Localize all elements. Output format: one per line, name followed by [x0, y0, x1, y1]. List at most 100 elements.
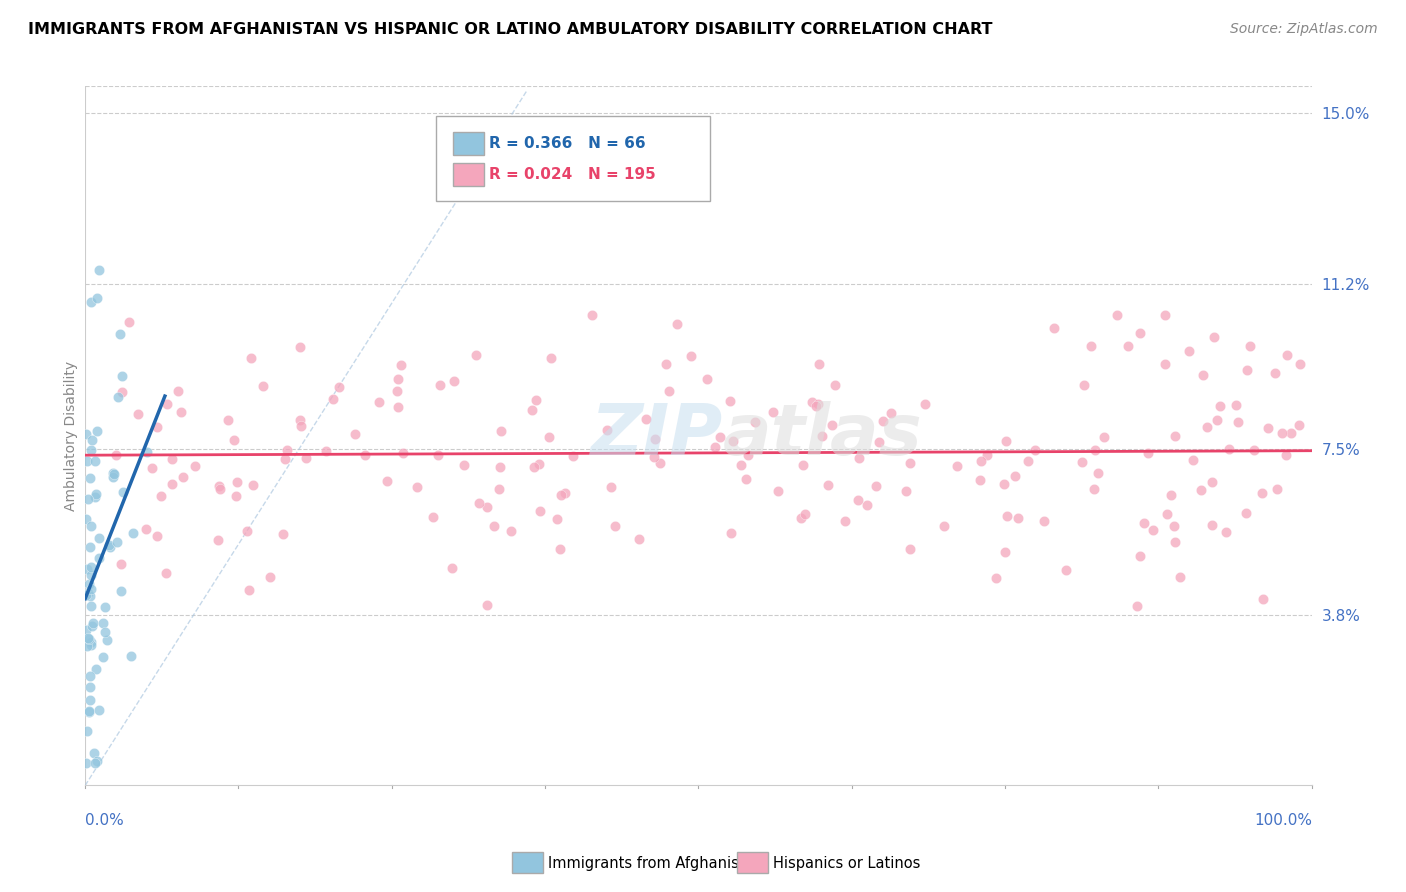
Point: [76, 723, 98, 738]
Point: [101, 469, 124, 483]
Point: [1080, 339, 1102, 353]
Point: [344, 426, 367, 441]
Point: [546, 512, 568, 526]
Point: [488, 482, 510, 496]
Point: [792, 458, 814, 472]
Point: [1271, 425, 1294, 440]
Point: [1206, 413, 1229, 427]
Point: [737, 448, 759, 462]
Point: [643, 450, 665, 464]
Point: [1073, 377, 1095, 392]
Point: [995, 434, 1018, 449]
Point: [77, 577, 100, 591]
Point: [80, 567, 103, 582]
Point: [84, 662, 107, 676]
Point: [834, 514, 856, 528]
Point: [385, 384, 408, 398]
Point: [1201, 517, 1223, 532]
Point: [82, 616, 104, 631]
Point: [76, 586, 98, 600]
Point: [150, 489, 173, 503]
Point: [86, 292, 108, 306]
Point: [94, 625, 117, 640]
Point: [273, 451, 295, 466]
Point: [136, 445, 159, 459]
Point: [499, 524, 522, 539]
Point: [1070, 455, 1092, 469]
Point: [1017, 454, 1039, 468]
Point: [1126, 599, 1149, 614]
Point: [520, 403, 543, 417]
Point: [1087, 466, 1109, 480]
Point: [110, 584, 132, 599]
Point: [271, 527, 294, 541]
Point: [1257, 421, 1279, 435]
Point: [217, 412, 239, 426]
Point: [87, 531, 110, 545]
Point: [89, 551, 111, 566]
Point: [208, 482, 231, 496]
Point: [208, 479, 231, 493]
Point: [976, 448, 998, 462]
Point: [183, 459, 205, 474]
Point: [703, 440, 725, 454]
Point: [127, 407, 149, 421]
Point: [259, 570, 281, 584]
Point: [600, 480, 623, 494]
Point: [79, 471, 101, 485]
Point: [766, 483, 789, 498]
Point: [475, 500, 498, 515]
Point: [489, 459, 512, 474]
Point: [120, 648, 142, 663]
Point: [1264, 366, 1286, 380]
Point: [155, 397, 177, 411]
Point: [110, 557, 132, 571]
Point: [112, 484, 135, 499]
Point: [603, 519, 626, 533]
Point: [540, 351, 562, 365]
Point: [1004, 469, 1026, 483]
Point: [1225, 398, 1247, 412]
Point: [1056, 563, 1078, 577]
Text: R = 0.024   N = 195: R = 0.024 N = 195: [489, 168, 657, 182]
Point: [162, 477, 184, 491]
Point: [1189, 483, 1212, 498]
Point: [538, 430, 561, 444]
Point: [1265, 482, 1288, 496]
Point: [1033, 514, 1056, 528]
Point: [1024, 442, 1046, 457]
Point: [82, 433, 104, 447]
Point: [80, 582, 103, 596]
Point: [1107, 308, 1129, 322]
Point: [86, 754, 108, 768]
Point: [914, 397, 936, 411]
Point: [1275, 449, 1298, 463]
Point: [801, 394, 824, 409]
Point: [76, 639, 98, 653]
Point: [406, 480, 429, 494]
Point: [111, 368, 134, 383]
Text: 100.0%: 100.0%: [1254, 814, 1312, 829]
Point: [1164, 429, 1187, 443]
Point: [730, 458, 752, 472]
Point: [789, 511, 811, 525]
Point: [77, 705, 100, 719]
Point: [290, 418, 312, 433]
Point: [392, 446, 415, 460]
Point: [141, 460, 163, 475]
Point: [87, 263, 110, 277]
Point: [1153, 357, 1175, 371]
Point: [636, 412, 658, 426]
Point: [239, 351, 262, 366]
Text: Hispanics or Latinos: Hispanics or Latinos: [773, 856, 921, 871]
Point: [96, 633, 118, 648]
Point: [80, 619, 103, 633]
Point: [80, 294, 103, 309]
Point: [1209, 399, 1232, 413]
Point: [527, 457, 550, 471]
Point: [554, 485, 576, 500]
Point: [422, 510, 444, 524]
Text: 0.0%: 0.0%: [86, 814, 124, 829]
Point: [696, 372, 718, 386]
Point: [821, 417, 844, 432]
